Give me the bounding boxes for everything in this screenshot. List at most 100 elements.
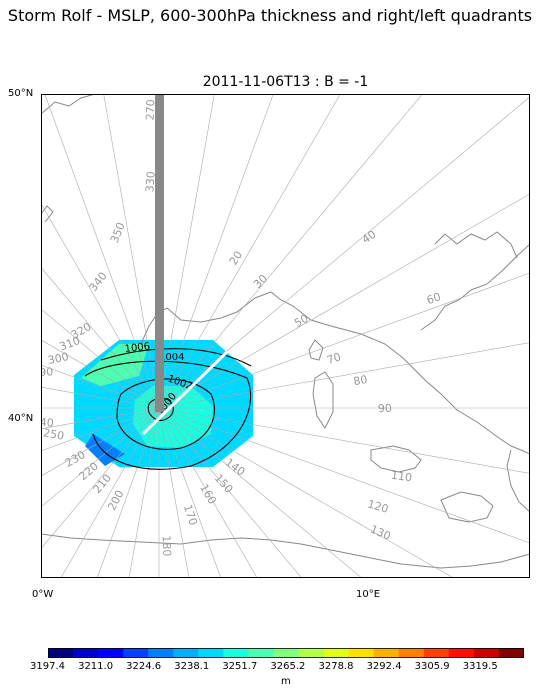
radial-line — [41, 407, 160, 477]
radial-label: 80 — [352, 373, 368, 388]
map-frame — [41, 94, 530, 578]
radial-line — [158, 94, 215, 409]
colorbar-bin — [448, 648, 475, 658]
radial-line — [158, 94, 274, 409]
radial-label: 290 — [41, 365, 54, 379]
radial-label: 340 — [87, 270, 110, 295]
radial-line — [158, 94, 423, 409]
coastlines — [41, 94, 530, 569]
lat-label-50n: 50°N — [8, 88, 34, 99]
colorbar-bin — [298, 648, 325, 658]
colorbar-bin — [223, 648, 249, 658]
colorbar-bin — [273, 648, 300, 658]
colorbar-bin — [148, 648, 174, 658]
colorbar-tick-label: 3305.9 — [414, 661, 450, 672]
radial-line — [41, 339, 160, 409]
radial-line — [41, 308, 160, 409]
colorbar-bin — [123, 648, 149, 658]
colorbar-bin — [323, 648, 350, 658]
mslp-contour-1004 — [84, 360, 252, 470]
mslp-contours — [84, 348, 252, 470]
radial-label: 240 — [41, 415, 54, 429]
storm-track-path — [155, 94, 164, 412]
radial-label: 200 — [105, 488, 126, 513]
storm-centre — [156, 405, 162, 411]
colorbar-unit: m — [281, 676, 291, 687]
radial-line — [158, 407, 303, 578]
radial-label: 270 — [144, 99, 158, 120]
radial-line — [41, 407, 160, 550]
colorbar-tick-label: 3292.4 — [366, 661, 402, 672]
radial-label: 110 — [390, 469, 413, 485]
thickness-field-patch-2 — [85, 434, 125, 466]
radial-line — [158, 407, 222, 578]
radial-line — [158, 407, 530, 544]
colorbar — [48, 648, 524, 658]
radial-label: 130 — [368, 523, 392, 543]
radial-line — [158, 193, 530, 409]
colorbar-tick-label: 3319.5 — [462, 661, 498, 672]
radial-label: 40 — [360, 228, 379, 247]
radial-line — [158, 407, 455, 578]
radial-label: 60 — [425, 290, 443, 307]
radial-label: 330 — [143, 171, 157, 193]
colorbar-tick-label: 3265.2 — [270, 661, 306, 672]
colorbar-bin — [198, 648, 224, 658]
colorbar-tick-label: 3238.1 — [174, 661, 210, 672]
thickness-field-inner — [133, 386, 213, 448]
colorbar-bin — [173, 648, 199, 658]
radial-label: 140 — [223, 456, 248, 479]
radial-line — [103, 94, 160, 409]
storm-track — [141, 94, 229, 436]
radial-line — [44, 94, 160, 409]
colorbar-bin — [473, 648, 500, 658]
radial-line — [128, 407, 160, 578]
colorbar-bin — [348, 648, 375, 658]
radial-line — [158, 407, 363, 578]
mslp-label-1004: 1004 — [159, 352, 184, 363]
colorbar-bin — [248, 648, 274, 658]
radial-line — [158, 96, 530, 409]
radial-line — [96, 407, 160, 578]
colorbar-tick-label: 3251.7 — [222, 661, 258, 672]
radial-line — [41, 407, 160, 508]
lon-label-0w: 0°W — [32, 589, 54, 600]
radial-label: 180 — [160, 535, 174, 556]
radial-line — [41, 203, 160, 409]
colorbar-bin — [73, 648, 99, 658]
map-subtitle: 2011-11-06T13 : B = -1 — [202, 74, 369, 90]
colorbar-bin — [398, 648, 425, 658]
lat-label-40n: 40°N — [8, 413, 34, 424]
mslp-label-1006: 1006 — [124, 341, 150, 355]
quadrant-divider — [141, 350, 229, 436]
radial-label: 20 — [227, 249, 245, 268]
radial-label: 70 — [325, 350, 342, 367]
radial-line — [158, 407, 190, 578]
colorbar-bin — [98, 648, 124, 658]
radial-line — [60, 407, 160, 578]
colorbar-bin — [498, 648, 524, 658]
colorbar-tick-label: 3211.0 — [78, 661, 114, 672]
colorbar-tick-label: 3278.8 — [318, 661, 354, 672]
radial-label: 30 — [251, 272, 270, 291]
radial-label: 160 — [197, 482, 219, 507]
colorbar-bin — [48, 648, 74, 658]
figure-title: Storm Rolf - MSLP, 600-300hPa thickness … — [7, 6, 533, 25]
radial-label: 250 — [42, 426, 65, 442]
colorbar-tick-label: 3224.6 — [126, 661, 162, 672]
colorbar-tick-label: 3197.4 — [30, 661, 65, 672]
radial-label: 120 — [366, 497, 390, 515]
radial-line — [158, 94, 341, 409]
colorbar-bin — [373, 648, 400, 658]
radial-labels: 270 330 350 340 320 310 300 290 250 240 … — [41, 99, 443, 556]
radial-label: 170 — [181, 503, 200, 527]
radial-line — [41, 266, 160, 409]
radial-label: 300 — [47, 350, 70, 367]
radial-label: 50 — [292, 312, 310, 330]
storm-map: 270 330 350 340 320 310 300 290 250 240 … — [41, 94, 530, 578]
radial-label: 90 — [378, 402, 392, 415]
colorbar-bin — [423, 648, 450, 658]
mslp-contour-1002 — [116, 378, 216, 450]
radial-label: 350 — [108, 221, 128, 245]
mslp-contour-1006 — [100, 348, 252, 367]
